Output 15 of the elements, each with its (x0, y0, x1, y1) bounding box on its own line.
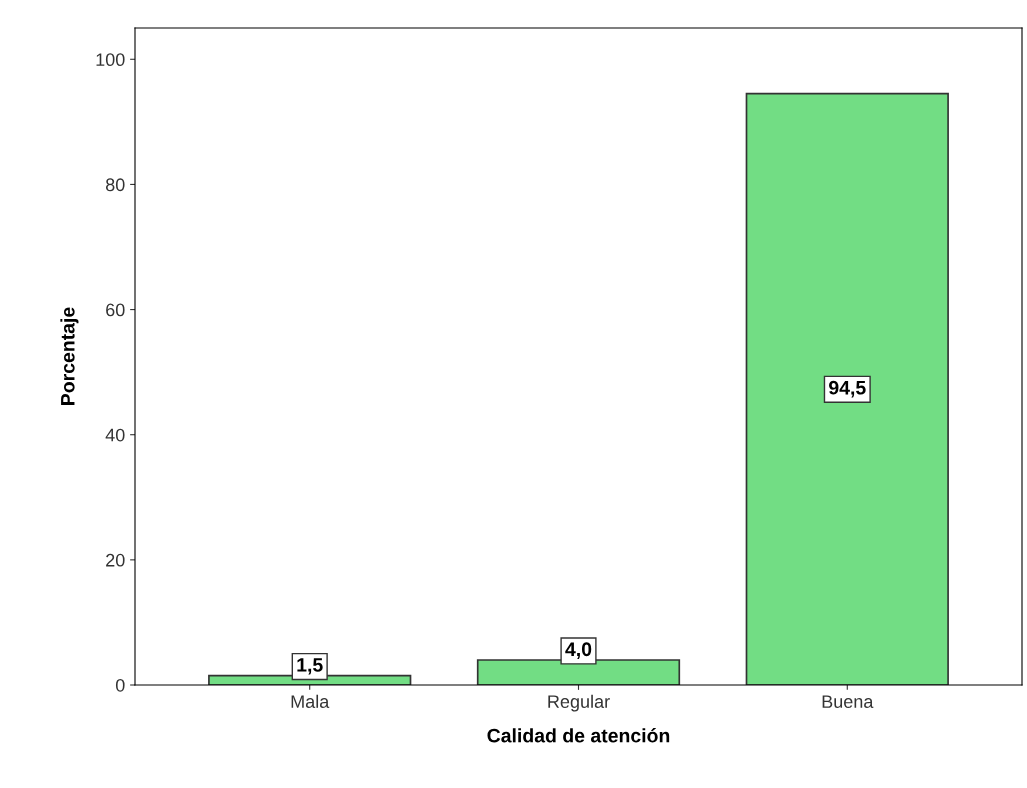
bar (745, 92, 949, 685)
y-tick-label: 80 (105, 178, 125, 192)
y-tick-label: 40 (105, 428, 125, 442)
data-label: 1,5 (297, 658, 323, 675)
y-tick-label: 0 (115, 678, 125, 692)
data-label: 94,5 (829, 380, 866, 398)
x-tick-label: Regular (548, 694, 610, 712)
x-axis-title: Calidad de atención (487, 728, 670, 743)
y-tick-label: 100 (96, 53, 125, 67)
y-tick-label: 20 (106, 553, 125, 567)
y-axis-title: Porcentaje (60, 307, 79, 405)
y-tick-label: 60 (106, 303, 125, 317)
x-tick-label: Buena (822, 695, 874, 708)
x-tick-label: Mala (291, 694, 330, 708)
data-label: 4,0 (565, 642, 592, 659)
